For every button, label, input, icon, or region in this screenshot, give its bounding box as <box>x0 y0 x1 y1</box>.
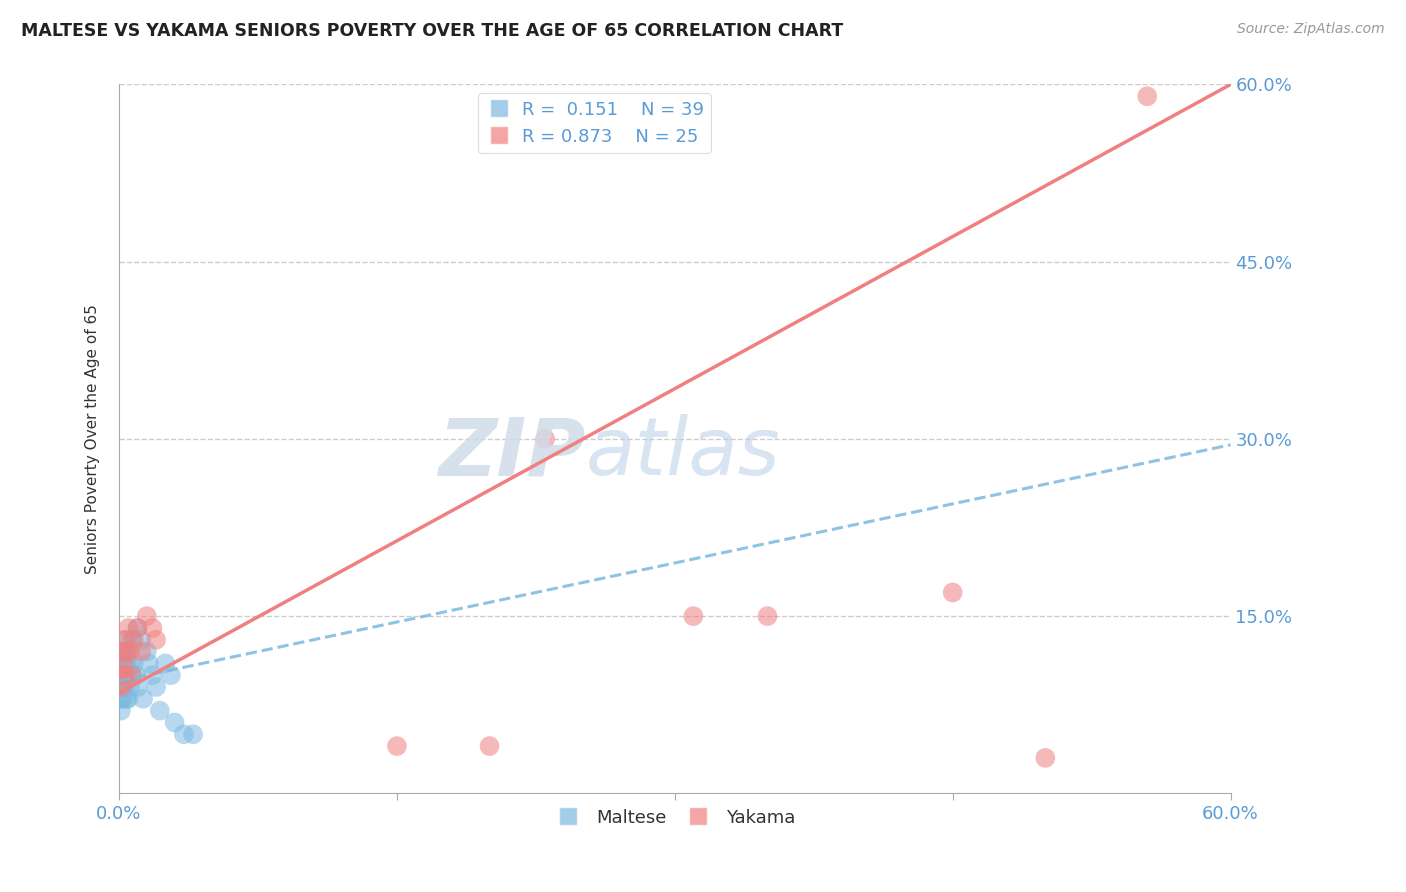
Point <box>111 668 134 682</box>
Point <box>117 668 139 682</box>
Point <box>115 691 138 706</box>
Point <box>110 644 132 658</box>
Point <box>110 680 132 694</box>
Text: atlas: atlas <box>586 414 780 492</box>
Point <box>942 585 965 599</box>
Point <box>385 739 408 753</box>
Point <box>173 727 195 741</box>
Point <box>114 657 136 671</box>
Point <box>114 668 136 682</box>
Point <box>682 609 704 624</box>
Point <box>117 691 139 706</box>
Point <box>129 632 152 647</box>
Point <box>129 644 152 658</box>
Point <box>135 644 157 658</box>
Point <box>121 668 143 682</box>
Point <box>115 632 138 647</box>
Point <box>1136 89 1159 103</box>
Point <box>117 621 139 635</box>
Point <box>138 657 160 671</box>
Text: MALTESE VS YAKAMA SENIORS POVERTY OVER THE AGE OF 65 CORRELATION CHART: MALTESE VS YAKAMA SENIORS POVERTY OVER T… <box>21 22 844 40</box>
Point <box>111 691 134 706</box>
Point <box>110 668 132 682</box>
Point <box>756 609 779 624</box>
Point <box>534 432 557 446</box>
Point <box>115 644 138 658</box>
Point <box>120 680 142 694</box>
Point <box>160 668 183 682</box>
Point <box>145 632 167 647</box>
Point <box>125 668 148 682</box>
Point <box>141 668 163 682</box>
Point <box>110 680 132 694</box>
Text: ZIP: ZIP <box>439 414 586 492</box>
Point <box>127 621 149 635</box>
Point <box>114 644 136 658</box>
Point <box>114 632 136 647</box>
Point <box>127 680 149 694</box>
Point <box>110 704 132 718</box>
Point <box>132 691 155 706</box>
Point <box>122 632 145 647</box>
Point <box>121 632 143 647</box>
Point <box>111 668 134 682</box>
Point <box>110 644 132 658</box>
Point <box>111 657 134 671</box>
Point <box>114 668 136 682</box>
Point <box>155 657 177 671</box>
Point <box>115 657 138 671</box>
Point <box>163 715 186 730</box>
Point <box>111 680 134 694</box>
Point <box>149 704 172 718</box>
Point <box>117 644 139 658</box>
Point <box>121 668 143 682</box>
Y-axis label: Seniors Poverty Over the Age of 65: Seniors Poverty Over the Age of 65 <box>86 304 100 574</box>
Text: Source: ZipAtlas.com: Source: ZipAtlas.com <box>1237 22 1385 37</box>
Point <box>127 621 149 635</box>
Point <box>181 727 204 741</box>
Point <box>135 609 157 624</box>
Point <box>478 739 501 753</box>
Point <box>110 668 132 682</box>
Point <box>111 657 134 671</box>
Point <box>1033 751 1056 765</box>
Point <box>120 657 142 671</box>
Point <box>141 621 163 635</box>
Point <box>145 680 167 694</box>
Legend: Maltese, Yakama: Maltese, Yakama <box>547 802 803 834</box>
Point <box>110 691 132 706</box>
Point <box>122 657 145 671</box>
Point <box>120 644 142 658</box>
Point <box>114 680 136 694</box>
